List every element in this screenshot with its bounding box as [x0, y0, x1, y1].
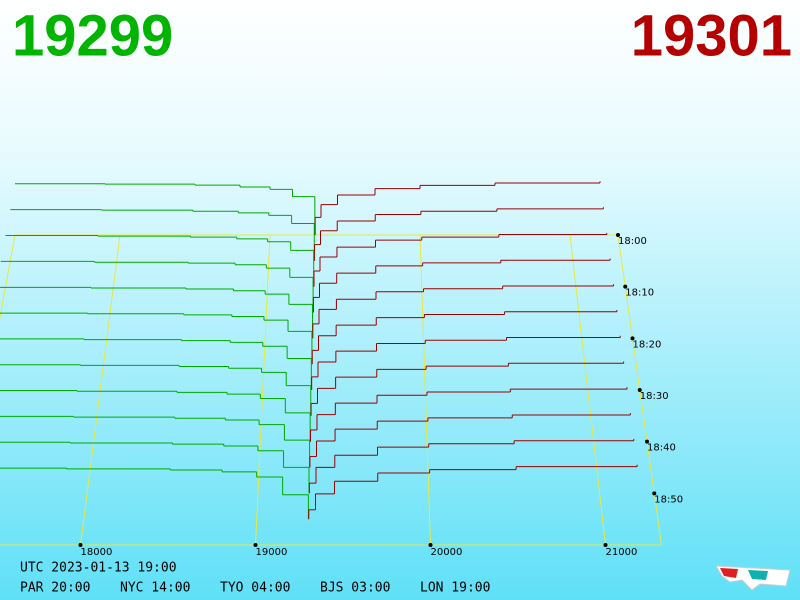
depth-lines	[0, 181, 638, 520]
snapshot	[0, 361, 625, 416]
time-tick	[637, 388, 642, 392]
price-grid-line	[80, 234, 121, 546]
time-tick-label: 18:50	[654, 494, 683, 505]
price-grid-line	[569, 234, 606, 546]
time-tick	[623, 284, 628, 289]
snapshot	[0, 387, 628, 442]
price-tick	[78, 543, 83, 547]
time-tick-label: 18:40	[647, 443, 676, 454]
price-tick	[428, 543, 433, 547]
price-tick	[253, 543, 258, 547]
time-tick-label: 18:20	[633, 339, 662, 350]
time-tick-label: 18:30	[640, 391, 669, 402]
price-grid-line	[255, 234, 271, 546]
clock: BJS 03:00	[320, 581, 390, 596]
snapshot	[0, 310, 618, 365]
floor-edge	[0, 234, 16, 320]
price-tick-label: 18000	[81, 547, 113, 558]
price-tick	[603, 543, 608, 547]
utc-time: UTC 2023-01-13 19:00	[20, 561, 177, 576]
snapshot	[0, 258, 611, 313]
price-tick-label: 20000	[431, 547, 463, 558]
snapshot	[0, 335, 621, 390]
time-tick	[616, 233, 620, 237]
time-tick-label: 18:00	[618, 236, 647, 247]
time-tick	[630, 336, 635, 341]
time-tick-label: 18:10	[625, 288, 654, 299]
price-tick-label: 21000	[606, 547, 638, 558]
snapshot	[15, 181, 601, 235]
clock: NYC 14:00	[120, 581, 190, 596]
snapshot	[0, 464, 638, 520]
time-tick	[645, 439, 649, 444]
clock: PAR 20:00	[20, 581, 90, 596]
snapshot	[0, 284, 614, 339]
snapshot	[0, 438, 635, 494]
3d-glasses-icon	[715, 565, 791, 591]
snapshot	[5, 232, 608, 287]
snapshot	[10, 207, 604, 261]
price-tick-label: 19000	[256, 547, 288, 558]
clock: TYO 04:00	[220, 581, 290, 596]
bid-price: 19299	[12, 3, 173, 68]
clock: LON 19:00	[420, 581, 490, 596]
ask-price: 19301	[631, 3, 792, 68]
snapshot	[0, 413, 631, 468]
time-tick	[652, 491, 657, 496]
price-grid-line	[419, 234, 431, 546]
